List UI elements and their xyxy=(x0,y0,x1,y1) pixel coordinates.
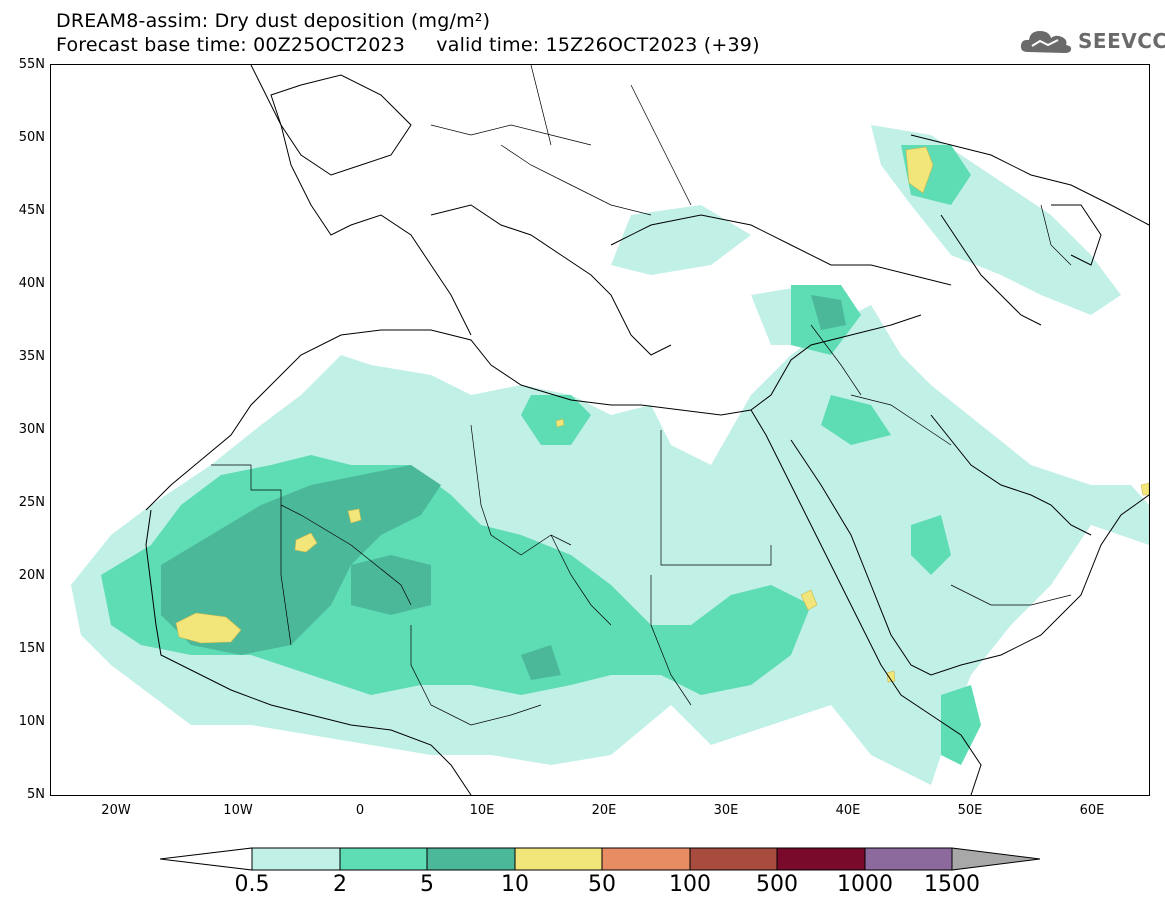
dust-layer-light xyxy=(71,125,1149,785)
lon-tick-label: 30E xyxy=(713,803,739,818)
lon-tick-label: 60E xyxy=(1079,803,1105,818)
colorbar-segment xyxy=(339,847,428,871)
lat-tick-label: 55N xyxy=(18,57,45,72)
dust-deposition-map xyxy=(71,65,1149,795)
lat-tick-label: 15N xyxy=(18,641,45,656)
lat-tick-label: 10N xyxy=(18,714,45,729)
lat-tick-label: 50N xyxy=(18,130,45,145)
logo-text: SEEVCCC xyxy=(1078,29,1165,53)
lon-tick-label: 20E xyxy=(591,803,617,818)
forecast-time-line: Forecast base time: 00Z25OCT2023 valid t… xyxy=(56,34,760,56)
lat-tick-label: 35N xyxy=(18,349,45,364)
seevccc-logo: SEEVCCC xyxy=(1018,24,1165,58)
lon-tick-label: 0 xyxy=(355,803,365,818)
lon-tick-label: 20W xyxy=(101,803,131,818)
colorbar-label: 0.5 xyxy=(234,872,270,897)
lat-tick-label: 30N xyxy=(18,422,45,437)
lat-tick-label: 45N xyxy=(18,203,45,218)
lon-tick-label: 40E xyxy=(835,803,861,818)
colorbar-label: 500 xyxy=(756,872,798,897)
lat-tick-label: 40N xyxy=(18,276,45,291)
dust-layer-yellow xyxy=(175,146,1149,683)
colorbar-under-triangle xyxy=(160,847,253,871)
lat-tick-label: 5N xyxy=(27,787,45,802)
colorbar-segment xyxy=(601,847,691,871)
dust-layer-dark xyxy=(161,295,846,680)
colorbar xyxy=(160,847,1041,871)
colorbar-segment xyxy=(689,847,778,871)
colorbar-over-triangle xyxy=(951,847,1041,871)
colorbar-segment xyxy=(251,847,341,871)
colorbar-label: 100 xyxy=(669,872,711,897)
colorbar-segment xyxy=(864,847,953,871)
lat-tick-label: 20N xyxy=(18,568,45,583)
map-title: DREAM8-assim: Dry dust deposition (mg/m²… xyxy=(56,10,491,32)
colorbar-label: 50 xyxy=(588,872,616,897)
coastlines xyxy=(145,65,1149,795)
colorbar-segment xyxy=(426,847,516,871)
cloud-icon xyxy=(1020,31,1072,53)
colorbar-segment xyxy=(776,847,866,871)
lon-tick-label: 10W xyxy=(223,803,253,818)
lat-tick-label: 25N xyxy=(18,495,45,510)
colorbar-label: 2 xyxy=(333,872,347,897)
country-borders xyxy=(211,65,1072,726)
colorbar-label: 5 xyxy=(420,872,434,897)
lon-tick-label: 50E xyxy=(957,803,983,818)
lon-tick-label: 10E xyxy=(469,803,495,818)
colorbar-segment xyxy=(514,847,603,871)
colorbar-label: 10 xyxy=(501,872,529,897)
colorbar-label: 1000 xyxy=(837,872,893,897)
map-panel xyxy=(50,64,1150,796)
colorbar-label: 1500 xyxy=(924,872,980,897)
